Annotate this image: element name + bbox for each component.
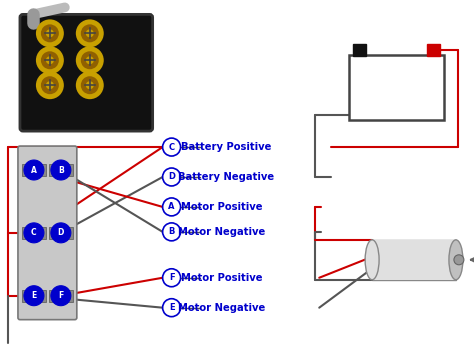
Circle shape [51,286,71,306]
Text: Battery Negative: Battery Negative [178,172,274,182]
Circle shape [86,29,94,37]
FancyBboxPatch shape [18,146,77,320]
Bar [22,164,46,176]
Circle shape [51,160,71,180]
FancyBboxPatch shape [20,14,153,131]
Bar [372,240,456,280]
Bar [353,44,366,56]
Bar [22,290,46,302]
Circle shape [24,286,44,306]
Circle shape [46,81,54,89]
Circle shape [81,51,99,69]
Circle shape [41,24,59,42]
Circle shape [163,299,181,317]
Circle shape [163,168,181,186]
Circle shape [86,81,94,89]
Bar [22,227,46,239]
Circle shape [46,56,54,64]
Text: D: D [58,228,64,237]
Bar [49,227,73,239]
Text: Motor Negative: Motor Negative [178,227,265,237]
Ellipse shape [365,240,379,280]
Text: Motor Negative: Motor Negative [178,303,265,313]
Circle shape [163,198,181,216]
Bar [49,164,73,176]
Text: C: C [169,143,174,152]
Bar [349,55,444,120]
Text: F: F [169,273,174,282]
Text: A: A [168,203,175,212]
Circle shape [36,46,64,74]
Circle shape [76,71,104,99]
Text: E: E [31,291,36,300]
Circle shape [86,56,94,64]
Text: C: C [31,228,36,237]
Circle shape [163,269,181,287]
Text: Motor Positive: Motor Positive [181,273,262,283]
Text: B: B [58,166,64,174]
Circle shape [163,138,181,156]
Circle shape [24,223,44,243]
Circle shape [76,19,104,47]
Text: Battery Positive: Battery Positive [181,142,272,152]
Circle shape [41,76,59,94]
Circle shape [36,19,64,47]
Circle shape [81,24,99,42]
Circle shape [76,46,104,74]
Text: F: F [58,291,64,300]
Circle shape [81,76,99,94]
Bar [427,44,440,56]
Text: E: E [169,303,174,312]
Bar [49,290,73,302]
Circle shape [454,255,464,265]
Text: Motor Positive: Motor Positive [181,202,262,212]
Text: B: B [168,227,175,236]
Circle shape [36,71,64,99]
Circle shape [41,51,59,69]
Circle shape [24,160,44,180]
Ellipse shape [449,240,463,280]
Text: A: A [31,166,37,174]
Text: D: D [168,173,175,182]
Circle shape [51,223,71,243]
Circle shape [46,29,54,37]
Circle shape [163,223,181,241]
